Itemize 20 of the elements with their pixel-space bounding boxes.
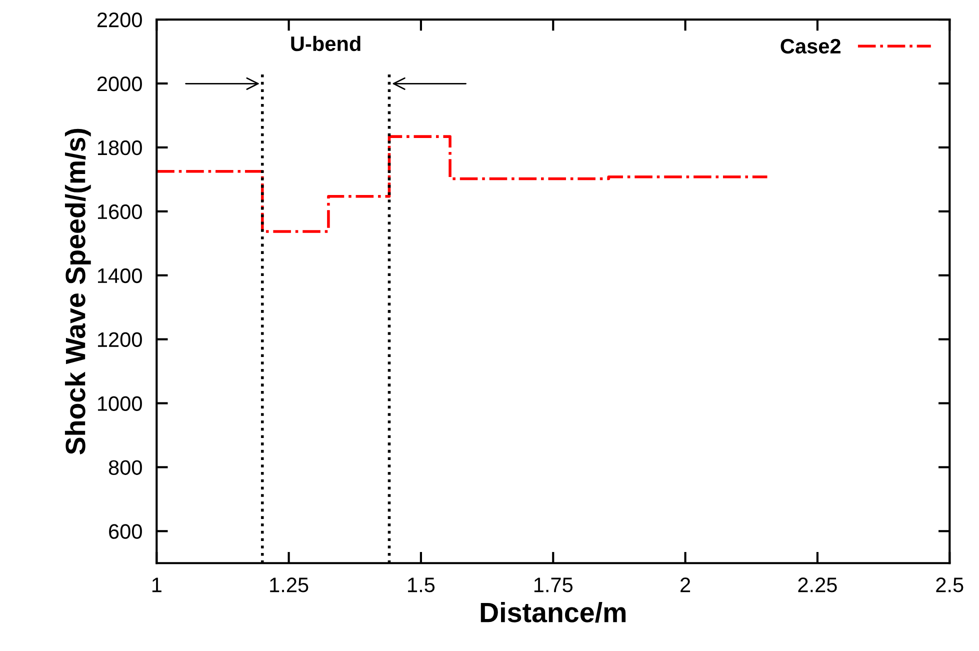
x-axis-title: Distance/m [480, 602, 626, 623]
x-tick-label: 1.25 [270, 578, 308, 592]
y-tick-label: 1200 [98, 332, 142, 348]
y-tick-label: 800 [108, 460, 142, 475]
annotation: U-bend [291, 36, 360, 52]
x-tick-label: 2.5 [936, 578, 964, 592]
y-tick-label: 1600 [98, 204, 142, 220]
x-tick-label: 2.25 [798, 578, 837, 592]
y-tick-label: 1800 [98, 140, 142, 156]
x-tick-label: 2 [680, 578, 690, 592]
y-tick-label: 2200 [97, 12, 142, 28]
x-tick-label: 1 [152, 578, 162, 592]
x-tick-label: 1.5 [408, 578, 435, 592]
x-tick-label: 1.75 [534, 578, 573, 592]
y-tick-label: 600 [109, 524, 142, 539]
y-tick-label: 2000 [97, 76, 142, 92]
legend-label: Case2 [780, 38, 840, 54]
y-tick-label: 1000 [98, 396, 142, 411]
y-tick-label: 1400 [98, 268, 142, 284]
y-axis-title: Shock Wave Speed/(m/s) [64, 128, 91, 454]
